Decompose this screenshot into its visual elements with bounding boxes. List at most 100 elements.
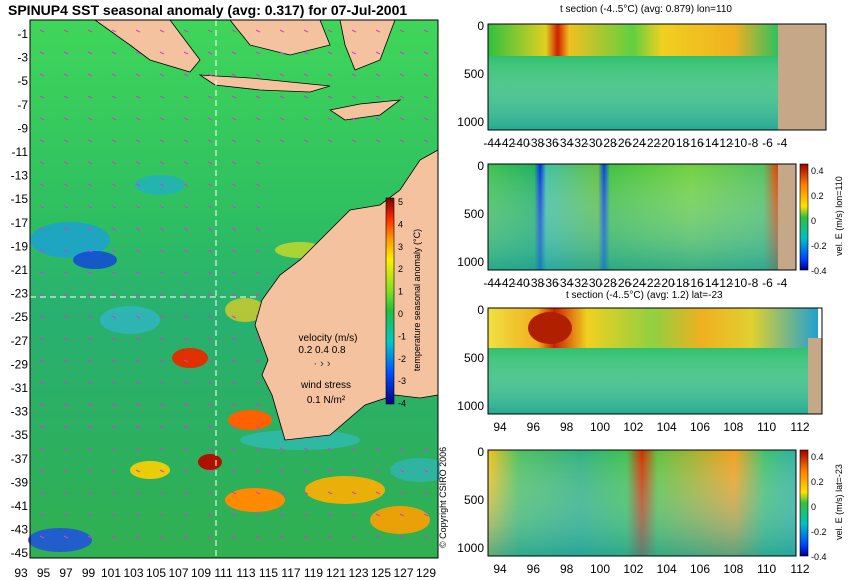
wind-arrow <box>87 491 93 495</box>
wind-arrow <box>87 117 93 121</box>
panel-2-colorbar-ticks: 0.4 0.2 0 -0.2 -0.4 <box>811 166 827 276</box>
wind-arrow <box>39 95 45 99</box>
x-tick-label: -14 <box>701 276 719 290</box>
wind-arrow <box>39 425 45 429</box>
wind-arrow <box>63 425 69 429</box>
panel-1-depth-shading <box>488 56 778 130</box>
depth-tick-label: 500 <box>464 493 484 507</box>
wind-arrow <box>399 139 405 143</box>
wind-arrow <box>351 447 357 451</box>
latitude-tick-label: -7 <box>17 98 28 112</box>
panel-4-colorbar-label: vel. E (m/s) lat=-23 <box>834 464 844 540</box>
wind-arrow <box>351 51 357 55</box>
wind-arrow <box>135 205 141 209</box>
wind-arrow <box>423 535 429 539</box>
wind-arrow <box>111 139 117 143</box>
wind-arrow <box>231 337 237 341</box>
longitude-tick-label: 93 <box>14 566 28 580</box>
wind-arrow <box>183 139 189 143</box>
wind-arrow <box>183 51 189 55</box>
wind-arrow <box>207 29 213 33</box>
wind-arrow <box>231 51 237 55</box>
wind-arrow <box>135 293 141 297</box>
wind-arrow <box>255 513 261 517</box>
wind-arrow <box>399 29 405 33</box>
wind-arrow <box>135 491 141 495</box>
wind-arrow <box>207 161 213 165</box>
wind-arrow <box>255 337 261 341</box>
wind-arrow <box>87 227 93 231</box>
wind-arrow <box>207 425 213 429</box>
wind-arrow <box>135 425 141 429</box>
panel-1-frame <box>487 23 827 131</box>
wind-arrow <box>423 491 429 495</box>
wind-arrow <box>423 29 429 33</box>
x-tick-label: -10 <box>730 276 748 290</box>
wind-arrow <box>399 469 405 473</box>
longitude-tick-label: 119 <box>304 566 323 580</box>
wind-arrow <box>327 513 333 517</box>
wind-arrow <box>255 29 261 33</box>
map-frame <box>29 19 439 559</box>
x-tick-label: -16 <box>686 276 704 290</box>
wind-arrow <box>135 337 141 341</box>
wind-arrow <box>159 139 165 143</box>
wind-arrow <box>87 337 93 341</box>
sst-colorbar-tick-label: 4 <box>398 219 403 229</box>
wind-arrow <box>327 73 333 77</box>
wind-arrow <box>39 51 45 55</box>
longitude-tick-label: 95 <box>37 566 51 580</box>
x-tick-label: -14 <box>701 136 719 150</box>
x-tick-label: -26 <box>614 136 632 150</box>
wind-arrow <box>303 535 309 539</box>
velocity-colorbar-tick-label: 0.2 <box>811 191 824 201</box>
wind-arrow <box>303 513 309 517</box>
wind-arrow <box>351 535 357 539</box>
velocity-colorbar-tick-label: 0.4 <box>811 166 824 176</box>
panel-4-colorbar <box>799 449 809 557</box>
wind-arrow <box>207 469 213 473</box>
wind-arrow <box>87 183 93 187</box>
wind-arrow <box>63 315 69 319</box>
panel-2-velocity-section-lon[interactable]: 0.4 0.2 0 -0.2 -0.4 vel. E (m/s) lon=110 0 50… <box>440 154 850 294</box>
wind-arrow <box>87 403 93 407</box>
wind-arrow <box>303 117 309 121</box>
wind-arrow <box>279 139 285 143</box>
wind-arrow <box>63 403 69 407</box>
x-tick-label: -36 <box>541 136 559 150</box>
x-tick-label: -36 <box>541 276 559 290</box>
wind-arrow <box>39 359 45 363</box>
panel-3-temperature-section-lat[interactable]: 0 500 1000 94 96 98 100 102 104 106 108 110 112 <box>440 298 850 438</box>
wind-arrow <box>423 117 429 121</box>
wind-arrow <box>231 205 237 209</box>
wind-arrow <box>63 183 69 187</box>
longitude-tick-label: 109 <box>191 566 211 580</box>
wind-arrow <box>87 139 93 143</box>
wind-arrow <box>279 447 285 451</box>
wind-arrow <box>375 29 381 33</box>
sst-colorbar-tick-label: 3 <box>398 242 403 252</box>
panel-3-land-mask <box>808 338 822 414</box>
wind-arrow <box>135 447 141 451</box>
wind-arrow <box>39 403 45 407</box>
sst-colorbar-label: temperature seasonal anomaly (°C) <box>412 229 422 371</box>
velocity-legend-values: 0.2 0.4 0.8 <box>298 345 346 356</box>
wind-arrow <box>183 359 189 363</box>
wind-arrow <box>207 315 213 319</box>
wind-arrow <box>63 139 69 143</box>
wind-arrow <box>207 227 213 231</box>
wind-arrow <box>111 117 117 121</box>
wind-arrow <box>351 139 357 143</box>
latitude-tick-label: -35 <box>11 428 29 442</box>
wind-arrow <box>255 183 261 187</box>
wind-arrow <box>135 469 141 473</box>
wind-arrow <box>39 29 45 33</box>
panel-4-velocity-section-lat[interactable]: 0.4 0.2 0 -0.2 -0.4 vel. E (m/s) lat=-23 0 50… <box>440 440 850 580</box>
wind-arrow <box>111 381 117 385</box>
sst-map[interactable]: -1-3-5-7-9-11-13-15-17-19-21-23-25-27-29… <box>0 0 440 580</box>
wind-arrow <box>135 513 141 517</box>
wind-arrow <box>231 161 237 165</box>
wind-arrow <box>207 513 213 517</box>
latitude-tick-label: -39 <box>11 475 29 489</box>
